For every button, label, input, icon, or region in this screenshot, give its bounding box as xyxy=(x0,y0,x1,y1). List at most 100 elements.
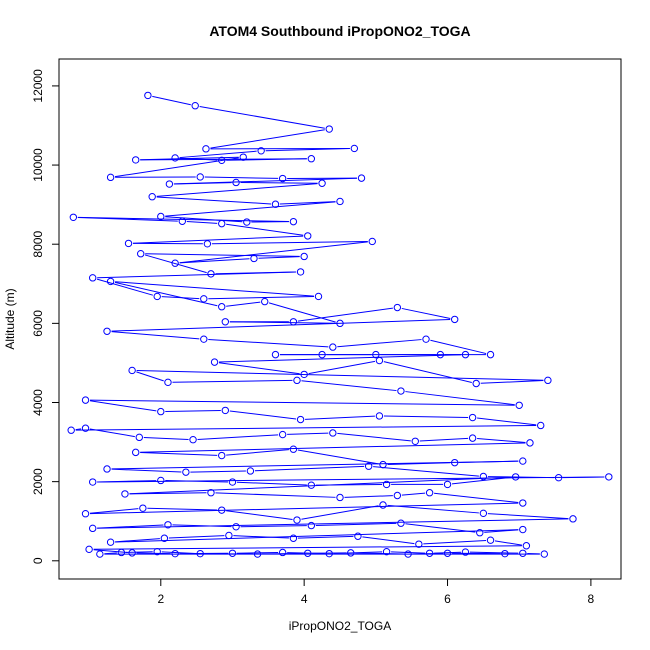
data-point xyxy=(132,448,140,457)
series-line-segment xyxy=(315,522,397,526)
data-point xyxy=(472,379,480,388)
data-point xyxy=(479,472,488,481)
data-point xyxy=(103,465,111,473)
data-point xyxy=(103,327,111,335)
data-point xyxy=(486,350,495,359)
series-line-segment xyxy=(96,278,154,296)
data-point xyxy=(117,548,126,557)
data-point xyxy=(443,549,452,557)
series-line-segment xyxy=(208,296,315,300)
data-point xyxy=(436,350,445,359)
y-tick-label: 2000 xyxy=(31,468,45,495)
data-point xyxy=(519,499,527,507)
data-point xyxy=(135,433,143,442)
data-point xyxy=(144,91,152,100)
series-line-segment xyxy=(97,271,297,279)
data-point xyxy=(67,426,75,434)
series-line-segment xyxy=(236,481,307,486)
data-point xyxy=(171,259,179,267)
series-line-segment xyxy=(405,523,476,533)
data-point xyxy=(296,268,305,276)
data-point xyxy=(137,250,145,258)
data-point xyxy=(165,180,174,188)
series-line-segment xyxy=(262,552,304,555)
series-line-segment xyxy=(219,354,461,363)
series-line-segment xyxy=(494,540,523,546)
series-line-segment xyxy=(430,339,487,355)
series-line-segment xyxy=(199,105,325,129)
series-line-segment xyxy=(140,158,307,161)
series-line-segment xyxy=(172,524,232,528)
data-point xyxy=(106,538,115,546)
series-line-segment xyxy=(268,302,336,323)
series-line-segment xyxy=(373,466,479,477)
data-point xyxy=(289,534,298,542)
series-line-segment xyxy=(190,470,246,473)
series-line-segment xyxy=(362,536,415,545)
data-point xyxy=(329,343,337,351)
series-line-segment xyxy=(434,492,519,504)
series-line-segment xyxy=(97,518,569,529)
series-line-segment xyxy=(211,241,368,245)
data-point xyxy=(207,270,215,278)
series-line-segment xyxy=(254,465,365,472)
data-point xyxy=(393,491,402,500)
series-line-segment xyxy=(355,552,404,555)
data-point xyxy=(228,478,237,486)
data-point xyxy=(393,303,402,312)
series-line-segment xyxy=(89,400,157,412)
data-point xyxy=(121,490,129,498)
series-line-segment xyxy=(297,449,379,465)
data-point xyxy=(468,413,477,422)
series-line-segment xyxy=(97,476,605,483)
data-point xyxy=(443,480,452,489)
series-line-segment xyxy=(111,319,451,332)
series-line-segment xyxy=(297,307,393,322)
data-point xyxy=(519,525,527,534)
data-point xyxy=(318,179,326,187)
series-line-segment xyxy=(111,460,519,470)
data-point xyxy=(307,521,316,530)
data-point xyxy=(128,549,136,557)
data-point xyxy=(357,174,366,182)
data-point xyxy=(210,358,219,366)
series-line-segment xyxy=(218,362,300,375)
data-point xyxy=(450,315,459,324)
data-point xyxy=(526,439,534,447)
series-line-segment xyxy=(179,258,250,264)
data-point xyxy=(246,467,255,475)
data-point xyxy=(221,406,230,415)
series-line-segment xyxy=(337,339,422,348)
data-point xyxy=(540,550,548,558)
data-point xyxy=(218,303,226,311)
data-point xyxy=(207,489,215,497)
data-point xyxy=(164,378,172,387)
series-line-segment xyxy=(156,196,272,205)
data-point xyxy=(81,424,90,432)
x-tick-label: 8 xyxy=(588,592,595,606)
data-point xyxy=(196,549,204,558)
x-tick-label: 4 xyxy=(301,592,308,606)
data-point xyxy=(96,550,104,558)
data-point xyxy=(243,218,251,226)
data-point xyxy=(203,240,212,248)
series-line-segment xyxy=(391,551,426,554)
series-line-segment xyxy=(125,551,153,553)
series-line-segment xyxy=(97,524,164,529)
y-axis: 0 2000 4000 6000 8000 10000 12000 xyxy=(31,69,60,564)
series-line-segment xyxy=(469,551,519,554)
series-line-segment xyxy=(226,301,261,307)
series-line-segment xyxy=(144,254,207,274)
data-point xyxy=(191,101,199,110)
data-point xyxy=(124,239,133,248)
data-point xyxy=(425,489,434,497)
series-line-segment xyxy=(129,492,207,495)
series-line-segment xyxy=(93,545,522,550)
series-line-segment xyxy=(451,476,512,485)
data-point xyxy=(300,252,308,261)
data-point xyxy=(88,274,97,282)
series-line-segment xyxy=(226,510,293,520)
series-line-segment xyxy=(240,182,318,184)
data-point xyxy=(106,277,115,286)
data-point xyxy=(164,521,172,529)
